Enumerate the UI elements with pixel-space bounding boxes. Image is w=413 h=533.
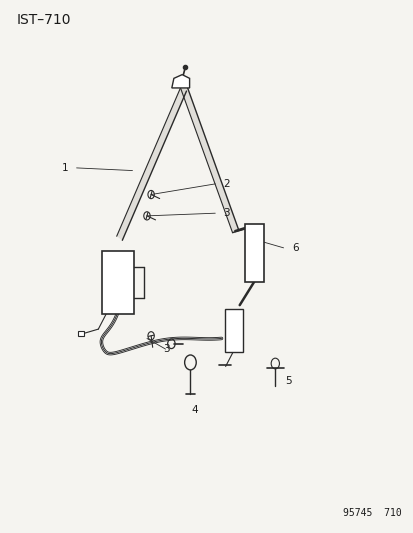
Polygon shape [116,87,186,240]
Text: 1: 1 [62,163,68,173]
FancyBboxPatch shape [244,224,263,282]
Text: 5: 5 [285,376,292,386]
Text: 3: 3 [163,344,169,354]
Polygon shape [180,85,238,233]
Polygon shape [171,75,189,88]
Text: 2: 2 [223,179,230,189]
Polygon shape [77,330,83,336]
Text: IST–710: IST–710 [17,13,71,27]
Text: 4: 4 [191,405,197,415]
Text: 3: 3 [223,208,230,218]
FancyBboxPatch shape [101,251,134,314]
Text: 6: 6 [291,243,298,253]
FancyBboxPatch shape [225,309,242,352]
Text: 95745  710: 95745 710 [342,508,401,518]
